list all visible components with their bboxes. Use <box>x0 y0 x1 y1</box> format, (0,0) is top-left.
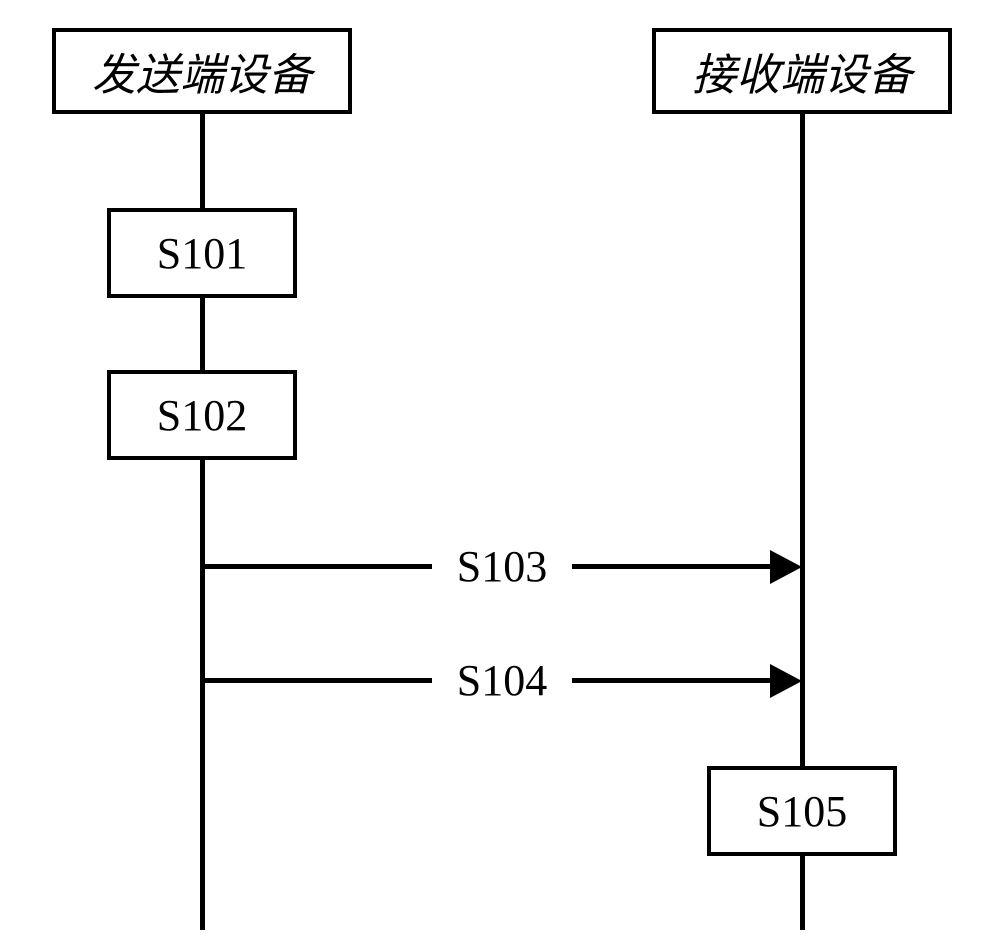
message-text: S104 <box>457 655 547 706</box>
message-label-s104: S104 <box>432 654 572 706</box>
message-label-s103: S103 <box>432 540 572 592</box>
step-s101: S101 <box>107 208 297 298</box>
step-label: S101 <box>157 228 247 279</box>
message-text: S103 <box>457 541 547 592</box>
step-s105: S105 <box>707 766 897 856</box>
arrowhead-s103 <box>770 550 802 584</box>
step-s102: S102 <box>107 370 297 460</box>
lifeline-label-sender: 发送端设备 <box>92 39 312 103</box>
lifeline-header-receiver: 接收端设备 <box>652 28 952 114</box>
step-label: S102 <box>157 390 247 441</box>
step-label: S105 <box>757 786 847 837</box>
arrowhead-s104 <box>770 664 802 698</box>
lifeline-label-receiver: 接收端设备 <box>692 39 912 103</box>
lifeline-header-sender: 发送端设备 <box>52 28 352 114</box>
